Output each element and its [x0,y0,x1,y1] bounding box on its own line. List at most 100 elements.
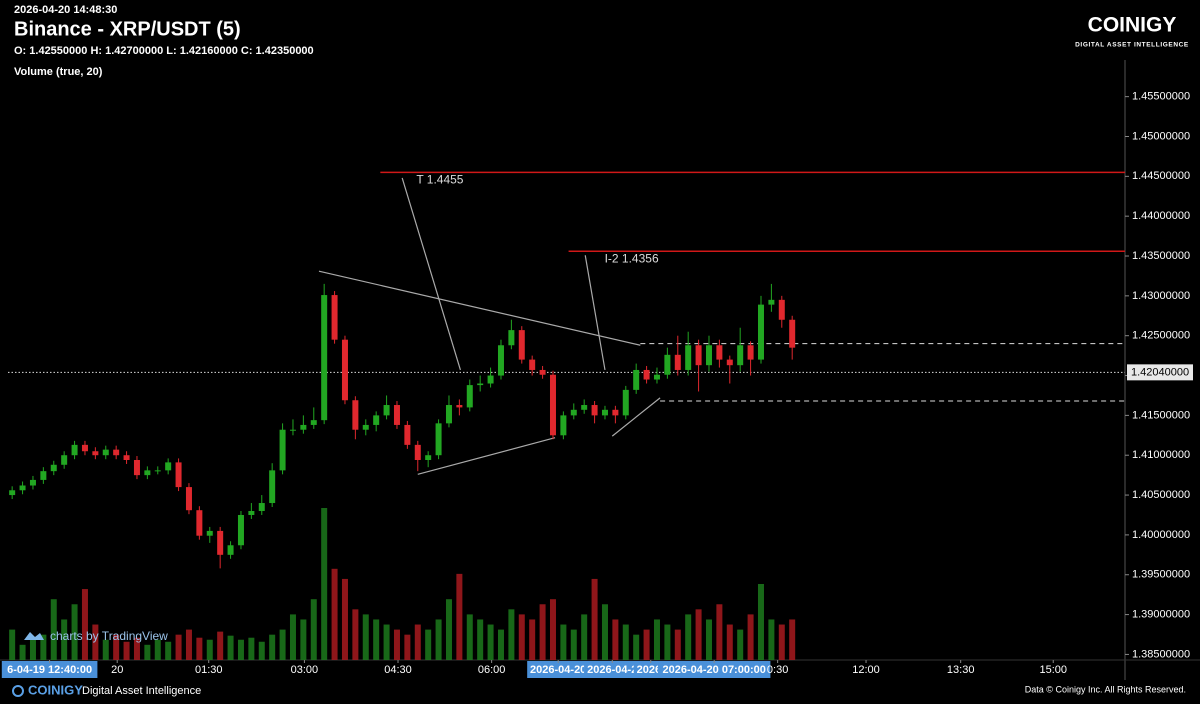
candle [716,339,723,368]
candle [705,335,712,372]
candle-body [321,295,328,421]
candle [549,370,556,440]
candle-body [331,295,338,340]
axes-layer: 1.45500000 1.45000000 1.44500000 1.44000000… [1,91,1193,678]
trend-line [318,270,641,346]
target-label: I-2 1.4356 [605,251,659,265]
x-tick-label: 6-04-19 12:40:00 [7,664,92,676]
footer-icon [12,685,24,697]
x-tick-label: 04:30 [384,664,412,676]
candle-body [466,385,473,408]
candle [393,401,400,429]
volume-bar [81,589,88,660]
candle-body [674,354,681,370]
volume-bar [747,614,754,660]
volume-bar [674,629,681,660]
candle [217,526,224,569]
candle [40,467,47,484]
candle-body [19,485,26,491]
candle [778,295,785,328]
candle-body [154,470,161,472]
candle [341,335,348,405]
volume-bar [435,619,442,660]
x-tick: 0:30 [767,660,788,676]
volume-bar [269,634,276,660]
volume-bar [258,641,265,660]
volume-bar [144,644,151,660]
candle-body [279,429,286,471]
candle-body [539,369,546,375]
volume-bar [414,624,421,660]
x-tick-highlight [527,661,590,678]
y-tick-label: 1.40500000 [1132,489,1190,501]
y-tick-label: 1.39500000 [1132,569,1190,581]
volume-bar [248,637,255,660]
volume-bar [757,584,764,660]
candle [175,458,182,492]
candle-body [113,449,120,456]
volume-bar [591,578,598,660]
candle-body [258,503,265,511]
candle [435,419,442,460]
footer-tagline: Digital Asset Intelligence [82,685,201,697]
candle [789,315,796,360]
candle [9,486,16,500]
candle [477,375,484,392]
candle-body [643,369,650,380]
volume-bar [778,624,785,660]
candle-body [133,460,140,476]
volume-bar [206,639,213,660]
volume-bar [539,604,546,660]
volume-bar [518,614,525,660]
last-price-label: 1.42040000 [1131,366,1189,378]
candle [185,483,192,515]
candle [279,423,286,475]
volume-bar [71,604,78,660]
candle [113,445,120,460]
candle-body [425,455,432,460]
x-tick: 6-04-19 12:40:00 [1,660,98,678]
volume-bar [50,599,57,660]
candle-body [29,479,36,486]
trend-line [417,437,556,475]
candle-body [591,405,598,416]
x-tick: 15:00 [1039,660,1067,676]
x-tick-label: 01:30 [195,664,223,676]
watermark-text: charts by TradingView [50,629,168,643]
volume-bar [341,578,348,660]
x-tick-label: 2026-04-20 07:00:00 [663,664,766,676]
logo: COINIGY DIGITAL ASSET INTELLIGENCE [1075,14,1188,49]
volume-bar [633,634,640,660]
candle-body [248,510,255,515]
volume-bar [529,619,536,660]
candle-body [612,409,619,416]
volume-bar [508,609,515,660]
volume-bar [102,639,109,660]
volume-bar [217,631,224,660]
candle-body [549,374,556,436]
x-tick-highlight [1,661,98,678]
candle-body [341,339,348,401]
x-tick-label: 03:00 [291,664,319,676]
x-tick-label: 06:00 [478,664,506,676]
volume-bar [549,599,556,660]
candle-body [737,345,744,366]
chart-title: Binance - XRP/USDT (5) [14,18,241,40]
candle [133,456,140,480]
candle [591,401,598,424]
candle-body [61,455,68,465]
candle-body [529,359,536,370]
candle-body [393,405,400,425]
footer: COINIGY Digital Asset Intelligence Data … [12,682,1186,697]
candle [425,451,432,468]
candle [622,385,629,420]
candle-body [633,369,640,390]
candle-body [185,487,192,511]
candle [560,411,567,440]
candle [227,541,234,559]
candle [383,395,390,420]
volume-bar [321,508,328,660]
candle-body [757,304,764,360]
y-tick-label: 1.42500000 [1132,330,1190,342]
x-tick-label: 20 [111,664,123,676]
